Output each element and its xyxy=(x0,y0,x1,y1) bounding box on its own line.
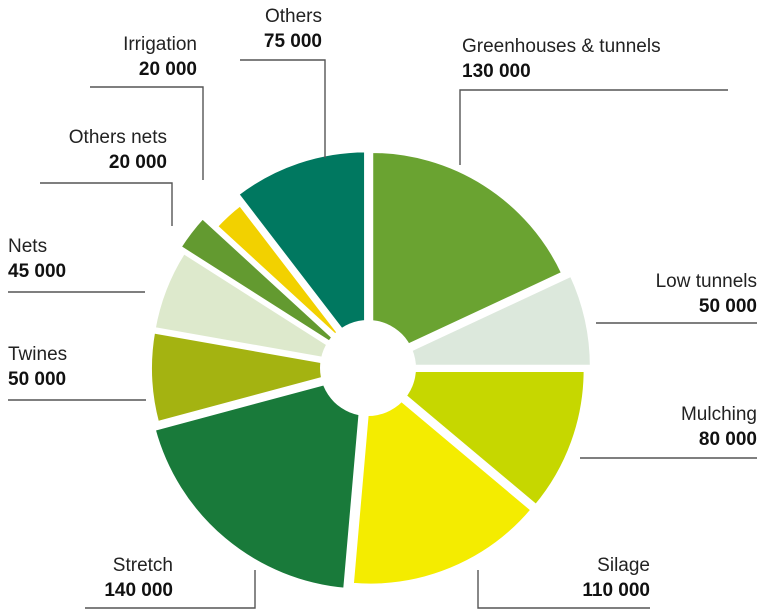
slice-label-name-low-tunnels: Low tunnels xyxy=(656,271,757,292)
pie-slice-others-nets xyxy=(177,215,366,367)
slice-label-name-nets: Nets xyxy=(8,236,47,257)
slice-label-value-silage: 110 000 xyxy=(582,580,650,601)
leader-line-greenhouses-tunnels xyxy=(459,89,728,165)
slice-label-value-others: 75 000 xyxy=(264,31,322,52)
slice-label-name-greenhouses-tunnels: Greenhouses & tunnels xyxy=(462,36,661,57)
slice-label-name-others: Others xyxy=(265,6,322,27)
slice-label-name-irrigation: Irrigation xyxy=(123,34,197,55)
slice-label-value-low-tunnels: 50 000 xyxy=(699,296,757,317)
pie-slice-mulching xyxy=(371,368,588,509)
leader-line-irrigation xyxy=(90,86,204,180)
slice-label-value-irrigation: 20 000 xyxy=(139,59,197,80)
donut-hole xyxy=(320,320,416,416)
slice-label-value-nets: 45 000 xyxy=(8,261,66,282)
slice-label-name-mulching: Mulching xyxy=(681,404,757,425)
pie-slice-twines xyxy=(148,329,365,426)
slice-label-name-stretch: Stretch xyxy=(113,555,173,576)
pie-slice-irrigation xyxy=(213,201,358,357)
pie-slices xyxy=(148,148,594,592)
pie-slice-low-tunnels xyxy=(371,272,594,369)
slice-label-name-twines: Twines xyxy=(8,344,67,365)
slice-label-name-silage: Silage xyxy=(597,555,650,576)
slice-label-value-mulching: 80 000 xyxy=(699,429,757,450)
pie-slice-greenhouses-tunnels xyxy=(369,148,566,365)
slice-label-value-twines: 50 000 xyxy=(8,369,66,390)
slice-label-value-stretch: 140 000 xyxy=(104,580,173,601)
slice-label-name-others-nets: Others nets xyxy=(69,127,167,148)
leader-line-stretch xyxy=(85,570,256,609)
leader-line-others-nets xyxy=(40,182,173,226)
pie-slice-stretch xyxy=(151,370,367,592)
pie-slice-others xyxy=(235,148,369,365)
leader-line-others xyxy=(240,59,326,158)
slice-label-value-others-nets: 20 000 xyxy=(109,152,167,173)
leader-line-silage xyxy=(477,570,650,609)
slice-labels: Greenhouses & tunnels 130 000 Low tunnels 5… xyxy=(8,6,757,609)
pie-slice-silage xyxy=(349,371,535,588)
slice-label-value-greenhouses-tunnels: 130 000 xyxy=(462,61,531,82)
